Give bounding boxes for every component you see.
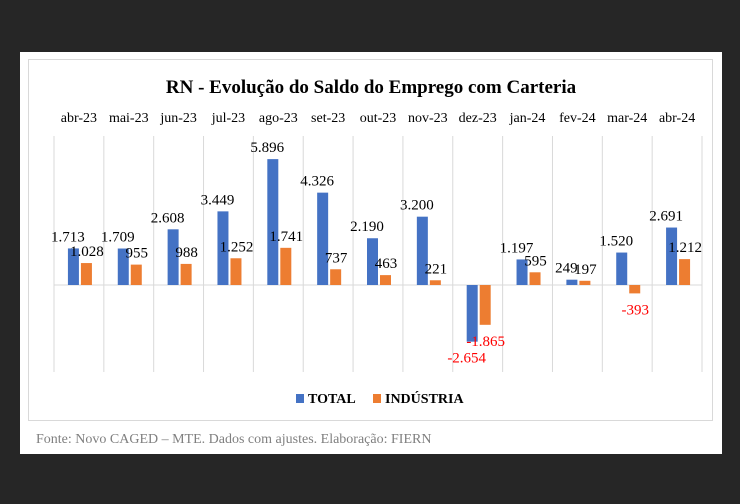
legend-swatch-total [296,394,304,403]
data-label-total: 1.520 [599,234,633,250]
legend-label-total: TOTAL [308,392,356,407]
data-label-industria: 737 [325,250,348,266]
data-label-total: -2.654 [447,351,486,367]
category-label: jul-23 [211,111,245,126]
bar-industria [380,275,391,285]
source-note: Fonte: Novo CAGED – MTE. Dados com ajust… [36,432,432,447]
data-label-industria: 463 [375,256,398,272]
data-label-industria: 1.252 [220,239,254,255]
data-label-industria: 197 [574,262,597,278]
data-label-industria: 221 [425,261,448,277]
bar-total [67,248,79,285]
data-label-total: 2.608 [151,210,185,226]
bar-total [167,229,179,285]
category-label: out-23 [360,111,397,126]
data-label-total: 5.896 [250,140,284,156]
data-label-industria: 955 [126,246,149,262]
data-label-industria: -1.865 [466,334,505,350]
data-label-industria: 988 [175,245,198,261]
bar-total [566,279,578,285]
data-label-industria: 1.212 [668,240,702,256]
category-label: fev-24 [559,111,596,126]
category-label: mai-23 [109,111,149,126]
data-label-total: 2.691 [649,209,683,225]
bar-industria [429,280,441,285]
category-label: jun-23 [159,111,197,126]
category-label: ago-23 [259,111,298,126]
bar-total [416,216,428,285]
bar-industria [280,247,292,285]
data-label-total: 4.326 [300,174,334,190]
bar-industria [330,269,342,285]
bar-total [117,248,129,285]
data-label-total: 2.190 [350,219,384,235]
category-label: abr-23 [61,111,97,126]
category-label: abr-24 [659,111,695,126]
bar-industria [579,280,591,285]
category-label: jan-24 [509,111,546,126]
bar-total [516,259,528,285]
bar-total [616,252,628,285]
bar-industria [80,263,92,285]
bar-industria [130,264,142,285]
bar-industria [629,285,641,294]
data-label-industria: 1.741 [269,229,303,245]
bar-chart: RN - Evolução do Saldo do Emprego com Ca… [51,77,703,407]
data-label-total: 249 [555,261,578,277]
category-label: dez-23 [459,111,497,126]
bar-total [466,285,478,342]
data-label-industria: -393 [621,302,649,318]
category-label: set-23 [311,111,345,126]
bar-total [367,238,378,285]
bar-industria [230,258,242,285]
bar-total [317,192,329,285]
bar-industria [679,259,691,285]
bar-industria [180,263,192,285]
chart-title: RN - Evolução do Saldo do Emprego com Ca… [166,77,577,98]
data-label-industria: 595 [524,253,547,269]
bar-industria [479,285,491,325]
bar-industria [529,272,541,285]
bar-total [267,159,279,285]
data-label-industria: 1.028 [70,244,104,260]
data-label-total: 3.200 [400,198,434,214]
legend-swatch-industria [373,394,381,403]
bar-total [666,227,678,285]
category-label: nov-23 [408,111,448,126]
data-label-total: 1.197 [500,240,534,256]
data-label-total: 3.449 [201,192,235,208]
category-label: mar-24 [607,111,647,126]
data-label-total: 1.709 [101,230,135,246]
chart-area: RN - Evolução do Saldo do Emprego com Ca… [28,59,713,421]
chart-paper: RN - Evolução do Saldo do Emprego com Ca… [20,52,722,454]
legend-label-industria: INDÚSTRIA [385,390,464,407]
bar-total [217,211,229,285]
data-label-total: 1.713 [51,229,85,245]
